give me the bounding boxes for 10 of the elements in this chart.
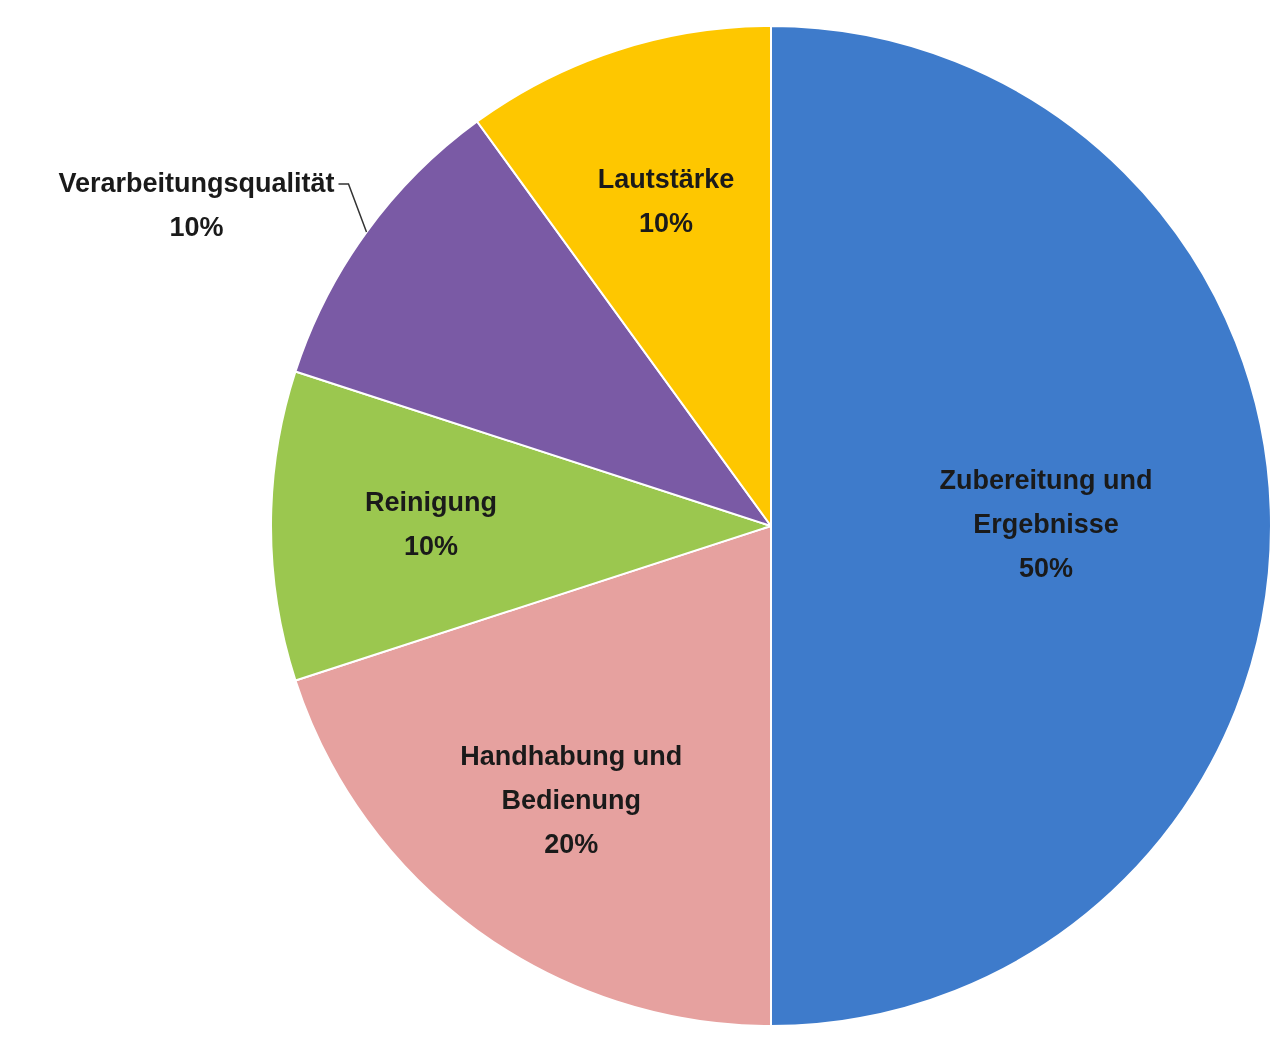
slice-label: Handhabung und Bedienung [460,740,683,815]
slice-label: Reinigung [365,487,497,518]
slice-label: Verarbeitungsqualität [58,167,335,198]
data-label: 10% [403,531,459,562]
data-label: 10% [169,211,224,242]
data-label: 20% [544,828,599,859]
slice-label: Zubereitung und Ergebnisse [939,465,1153,540]
data-label: 10% [638,208,693,239]
data-label: 50% [1018,553,1074,584]
slice-label: Lautstärke [597,164,735,195]
